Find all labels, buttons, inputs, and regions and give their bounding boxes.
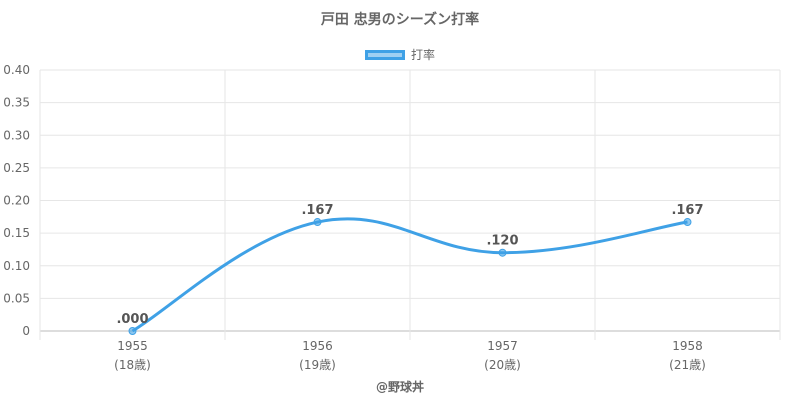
y-tick-label: 0.05	[3, 291, 30, 305]
data-label: .167	[301, 203, 333, 218]
data-point	[313, 218, 322, 227]
grid	[39, 69, 781, 340]
y-tick-label: 0.30	[3, 128, 30, 142]
y-tick-label: 0	[22, 324, 30, 338]
y-tick-label: 0.10	[3, 259, 30, 273]
x-tick-label: 1958	[672, 339, 703, 353]
x-tick-sublabel: (18歳)	[114, 358, 151, 372]
data-point	[128, 327, 137, 335]
y-tick-label: 0.20	[3, 194, 30, 208]
data-point	[498, 248, 507, 257]
series	[128, 217, 692, 335]
legend-label: 打率	[410, 48, 435, 62]
y-tick-label: 0.25	[3, 161, 30, 175]
x-tick-label: 1955	[117, 339, 148, 353]
data-label: .000	[116, 312, 148, 327]
x-tick-sublabel: (21歳)	[669, 358, 706, 372]
data-label: .167	[671, 203, 703, 218]
x-tick-labels: 1955 (18歳) 1956 (19歳) 1957 (20歳) 1958 (21歳)	[114, 339, 706, 372]
y-tick-label: 0.35	[3, 96, 30, 110]
data-labels: .000 .167 .120 .167	[116, 203, 703, 327]
legend-swatch	[364, 49, 405, 60]
credit: @野球丼	[375, 380, 424, 394]
x-tick-sublabel: (20歳)	[484, 358, 521, 372]
series-line	[131, 217, 688, 333]
legend[interactable]: 打率	[0, 46, 800, 63]
y-tick-label: 0.40	[3, 63, 30, 77]
chart-title: 戸田 忠男のシーズン打率	[320, 12, 480, 28]
data-label: .120	[486, 234, 518, 249]
x-tick-label: 1957	[487, 339, 518, 353]
x-tick-sublabel: (19歳)	[299, 358, 336, 372]
x-tick-label: 1956	[302, 339, 333, 353]
data-point	[683, 218, 692, 227]
y-tick-labels: 0 0.05 0.10 0.15 0.20 0.25 0.30 0.35 0.40	[3, 63, 30, 338]
y-tick-label: 0.15	[3, 226, 30, 240]
